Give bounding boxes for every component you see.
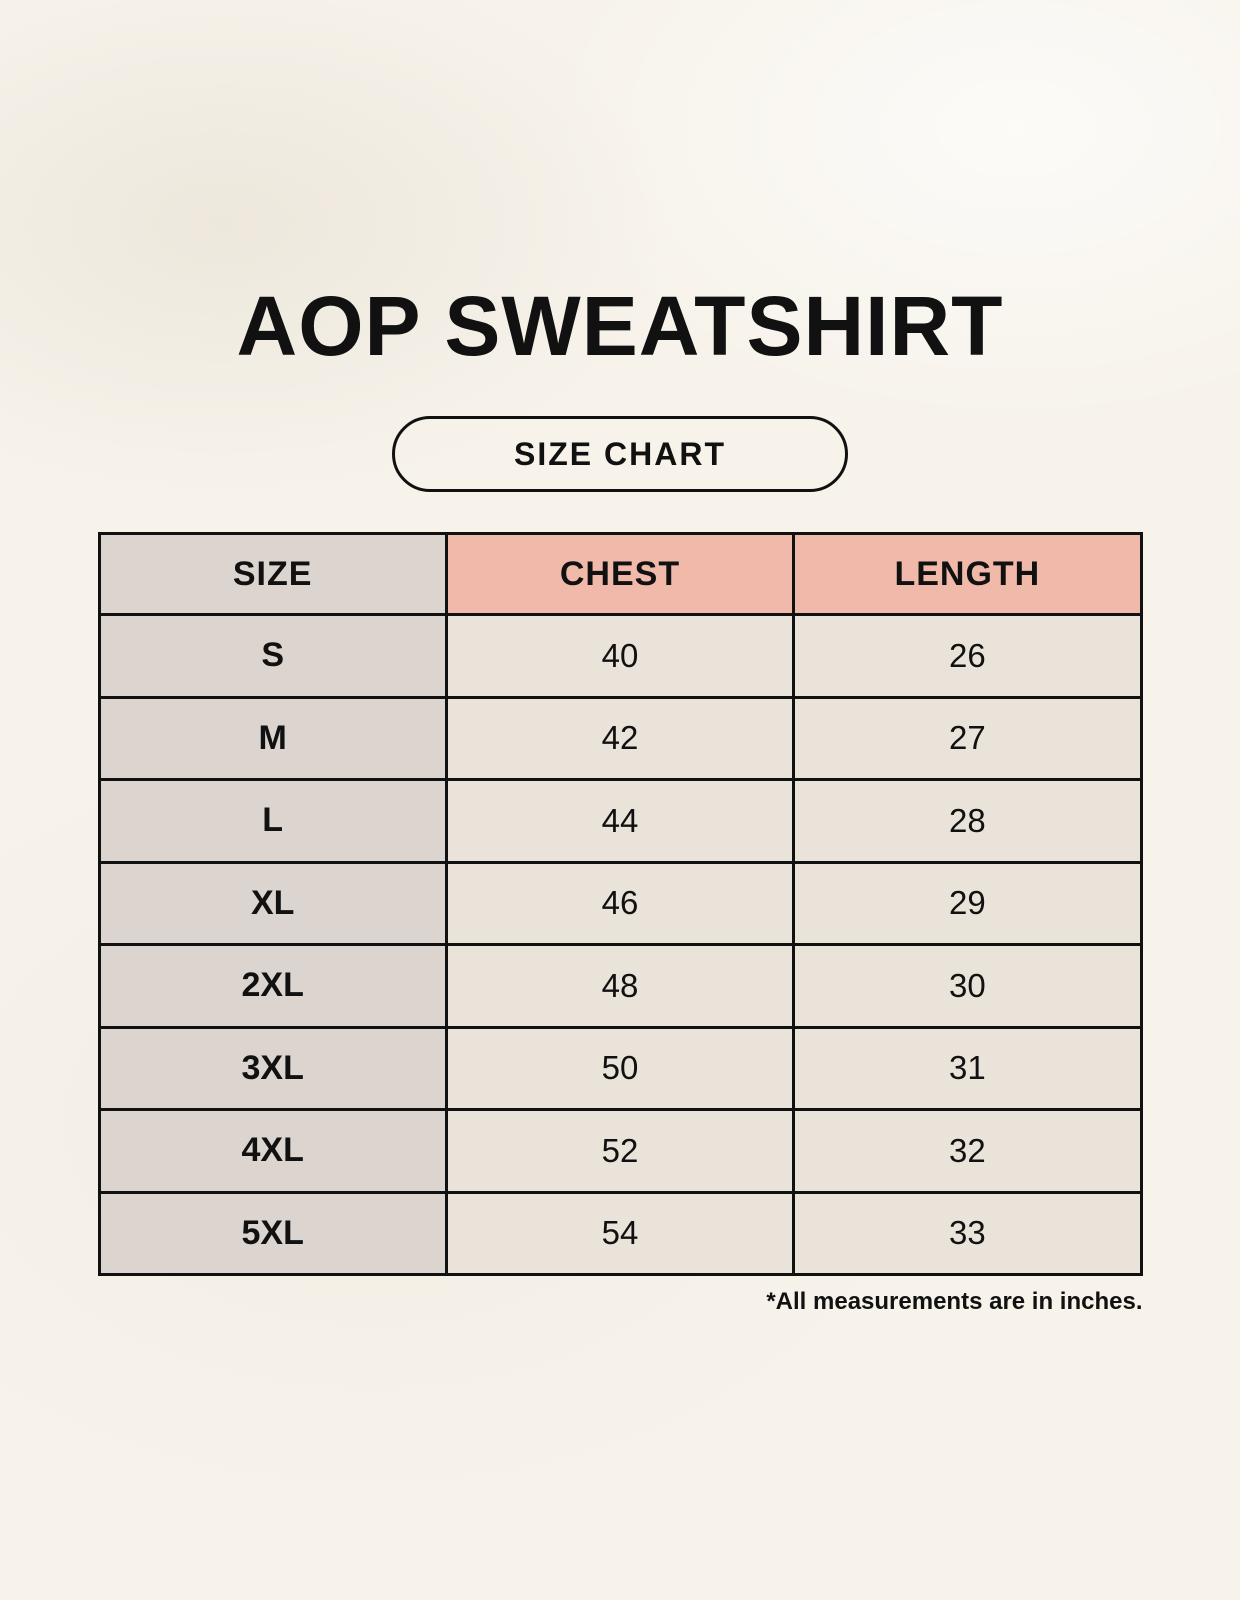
column-header-size: SIZE	[97, 532, 448, 616]
size-label-cell: 3XL	[97, 1025, 448, 1111]
table-row: 5XL 54 33	[97, 1190, 1143, 1276]
size-label-cell: S	[97, 613, 448, 699]
table-row: L 44 28	[97, 778, 1143, 864]
measurement-cell: 31	[792, 1025, 1143, 1111]
page-title: AOP SWEATSHIRT	[236, 279, 1004, 373]
column-header-chest: CHEST	[444, 532, 796, 616]
table-row: M 42 27	[97, 695, 1143, 781]
size-table-body: S 40 26 M 42 27 L 44 28 XL 46 29 2XL 48 30 3XL 50 31 4XL 52…	[97, 613, 1143, 1276]
measurement-cell: 46	[444, 860, 796, 946]
size-table-head: SIZE CHEST LENGTH	[97, 532, 1143, 616]
table-row: 2XL 48 30	[97, 943, 1143, 1029]
table-row: 4XL 52 32	[97, 1108, 1143, 1194]
measurement-cell: 44	[444, 778, 796, 864]
measurement-cell: 26	[792, 613, 1143, 699]
measurement-cell: 32	[792, 1108, 1143, 1194]
size-chart-badge-label: SIZE CHART	[514, 436, 726, 472]
size-label-cell: XL	[97, 860, 448, 946]
measurement-cell: 50	[444, 1025, 796, 1111]
table-row: 3XL 50 31	[97, 1025, 1143, 1111]
measurement-cell: 52	[444, 1108, 796, 1194]
size-label-cell: 5XL	[97, 1190, 448, 1276]
size-chart-badge: SIZE CHART	[392, 416, 848, 492]
measurement-cell: 42	[444, 695, 796, 781]
measurement-cell: 28	[792, 778, 1143, 864]
measurement-cell: 27	[792, 695, 1143, 781]
column-header-length: LENGTH	[792, 532, 1143, 616]
measurement-cell: 30	[792, 943, 1143, 1029]
table-row: XL 46 29	[97, 860, 1143, 946]
measurement-cell: 40	[444, 613, 796, 699]
size-label-cell: M	[97, 695, 448, 781]
table-header-row: SIZE CHEST LENGTH	[97, 532, 1143, 616]
measurement-cell: 33	[792, 1190, 1143, 1276]
measurement-cell: 54	[444, 1190, 796, 1276]
size-table: SIZE CHEST LENGTH S 40 26 M 42 27 L 44 28 XL 46 29 2XL…	[97, 532, 1143, 1276]
measurement-cell: 29	[792, 860, 1143, 946]
size-label-cell: 2XL	[97, 943, 448, 1029]
measurement-cell: 48	[444, 943, 796, 1029]
table-row: S 40 26	[97, 613, 1143, 699]
size-label-cell: 4XL	[97, 1108, 448, 1194]
size-label-cell: L	[97, 778, 448, 864]
measurements-footnote: *All measurements are in inches.	[766, 1288, 1143, 1315]
